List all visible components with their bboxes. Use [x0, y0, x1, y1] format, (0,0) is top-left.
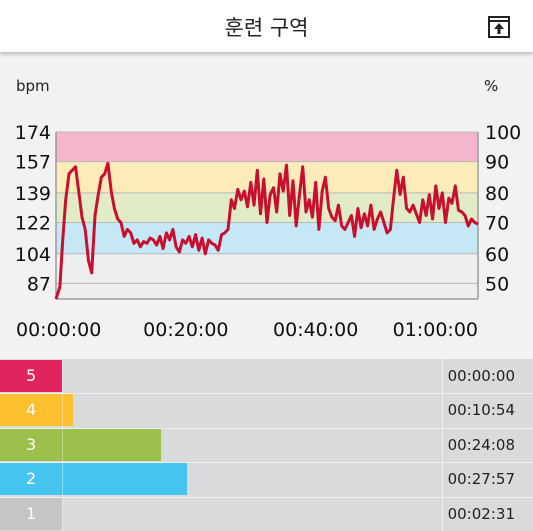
zone-duration: 00:24:08 [447, 435, 515, 454]
column-divider [442, 359, 443, 531]
y-tick-label-right: 50 [485, 273, 509, 295]
y-tick-label-right: 60 [485, 244, 509, 266]
zone-band-2 [56, 222, 478, 254]
x-tick-label: 00:40:00 [273, 319, 358, 341]
zone-summary: 5 00:00:00 4 00:10:54 3 00:24:08 2 00:27:57 1 00:… [0, 359, 533, 531]
zone-number: 5 [26, 366, 37, 385]
x-tick-label: 00:00:00 [16, 319, 101, 341]
y-tick-label-left: 104 [15, 244, 51, 266]
row-divider [0, 393, 533, 395]
zone-bar [0, 463, 187, 496]
chart-svg: 174 157 139 122 104 87 100 90 80 70 60 50 00:00:00 00… [15, 122, 522, 341]
row-divider [0, 427, 533, 429]
zone-row-3: 3 00:24:08 [0, 427, 533, 462]
row-divider [0, 462, 533, 464]
zone-band-1 [56, 253, 478, 299]
x-tick-label: 00:20:00 [143, 319, 228, 341]
app-bar: 훈련 구역 [0, 0, 533, 52]
zone-bar [0, 497, 62, 530]
zone-duration: 00:00:00 [447, 367, 515, 385]
zone-bar [0, 428, 161, 461]
zone-duration: 00:02:31 [447, 504, 515, 523]
zone-duration: 00:10:54 [447, 401, 515, 420]
zone-row-1: 1 00:02:31 [0, 496, 533, 531]
zone-number: 1 [26, 503, 37, 523]
zone-band-5 [56, 132, 478, 162]
y-tick-label-left: 174 [15, 122, 51, 144]
zone-row-2: 2 00:27:57 [0, 462, 533, 496]
y-tick-label-right: 70 [485, 212, 509, 234]
zone-bar [0, 394, 73, 427]
y-tick-label-right: 80 [485, 183, 509, 205]
right-axis-unit: % [484, 77, 499, 95]
heart-rate-line [54, 161, 479, 300]
y-tick-label-right: 100 [485, 122, 521, 144]
y-tick-label-right: 90 [485, 152, 509, 174]
column-divider [62, 359, 63, 531]
zone-duration: 00:27:57 [447, 470, 515, 489]
zone-row-5: 5 00:00:00 [0, 359, 533, 393]
y-tick-label-left: 87 [27, 273, 51, 295]
zone-number: 2 [26, 469, 37, 489]
zone-number: 4 [26, 400, 37, 420]
export-icon[interactable] [488, 16, 510, 38]
zone-row-4: 4 00:10:54 [0, 393, 533, 427]
x-tick-label: 01:00:00 [393, 319, 478, 341]
y-tick-label-left: 157 [15, 152, 51, 174]
y-tick-label-left: 122 [15, 212, 51, 234]
y-tick-label-left: 139 [15, 183, 51, 205]
page-title: 훈련 구역 [224, 16, 309, 40]
left-axis-unit: bpm [16, 77, 50, 95]
row-divider [0, 496, 533, 498]
zone-number: 3 [26, 434, 37, 454]
zone-band-4 [56, 161, 478, 193]
zone-bar [0, 360, 62, 392]
